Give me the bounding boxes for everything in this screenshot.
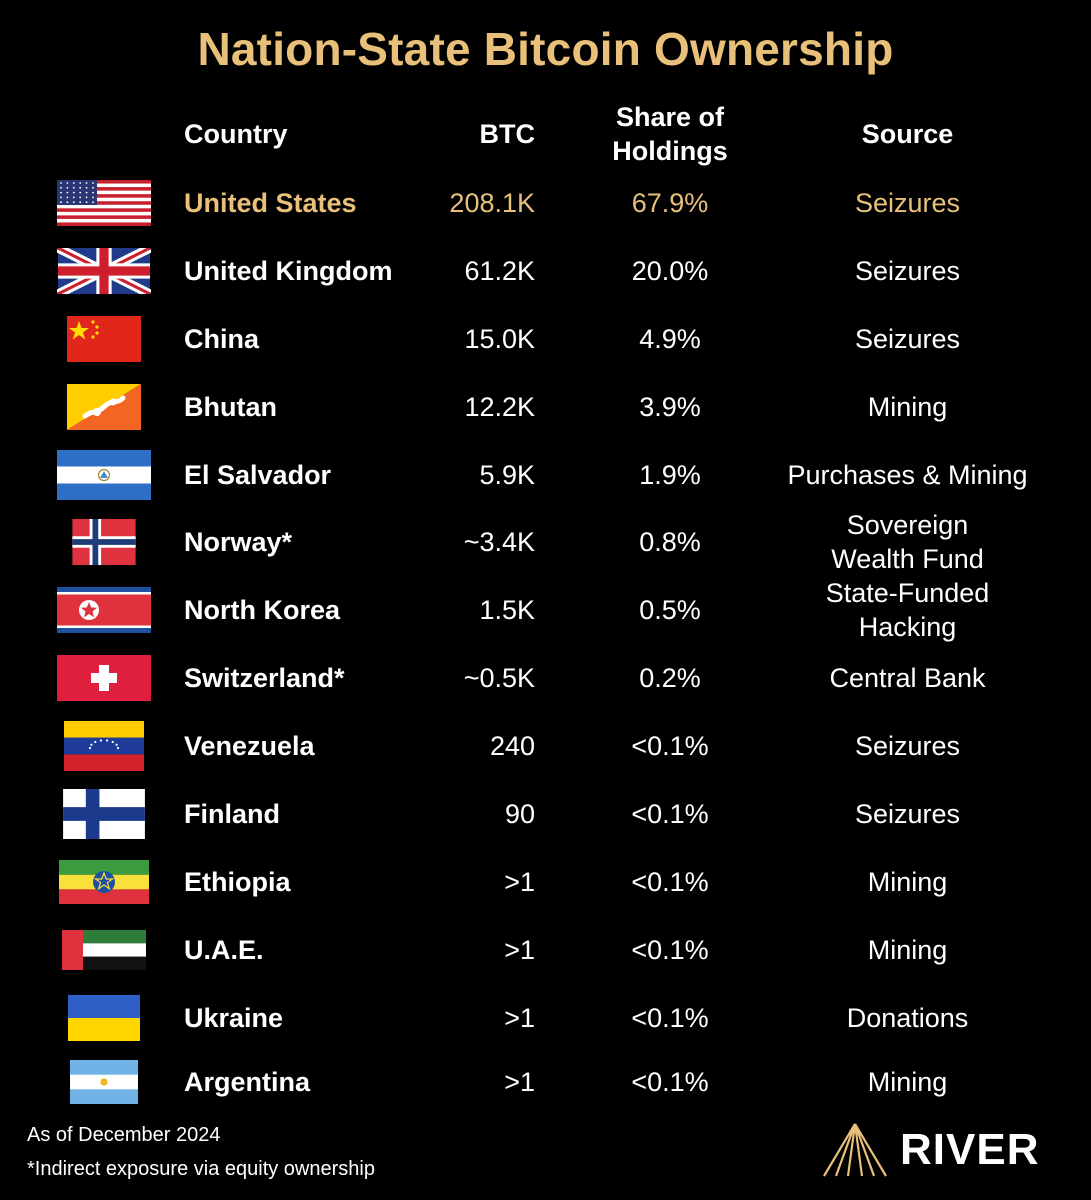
source-cell: Seizures: [854, 799, 961, 829]
table-row: Ethiopia >1 <0.1% Mining: [0, 852, 1091, 912]
country-cell: Ukraine: [184, 1003, 284, 1033]
table-row: Norway* ~3.4K 0.8% Sovereign Wealth Fund: [0, 510, 1091, 574]
el-salvador-flag-icon: [52, 445, 156, 505]
share-cell: 1.9%: [639, 460, 701, 490]
footer-date-note: As of December 2024: [27, 1124, 221, 1146]
table-row: Argentina >1 <0.1% Mining: [0, 1052, 1091, 1112]
table-row: El Salvador 5.9K 1.9% Purchases & Mining: [0, 445, 1091, 505]
norway-flag-icon: [52, 512, 156, 572]
country-cell: Bhutan: [184, 392, 277, 422]
uae-flag-icon: [52, 920, 156, 980]
share-cell: 20.0%: [631, 256, 709, 286]
header-country: Country: [184, 119, 288, 149]
country-cell: North Korea: [184, 595, 341, 625]
source-cell: Mining: [867, 867, 948, 897]
table-row: Switzerland* ~0.5K 0.2% Central Bank: [0, 648, 1091, 708]
logo-text: RIVER: [900, 1125, 1040, 1174]
finland-flag-icon: [52, 784, 156, 844]
btc-cell: >1: [504, 935, 535, 965]
table-row: United States 208.1K 67.9% Seizures: [0, 173, 1091, 233]
btc-cell: >1: [504, 1003, 535, 1033]
country-cell: U.A.E.: [184, 935, 264, 965]
source-cell: Seizures: [854, 256, 961, 286]
btc-cell: 240: [489, 731, 535, 761]
source-text: Sovereign Wealth Fund: [831, 510, 984, 574]
country-cell: Argentina: [184, 1067, 311, 1097]
table-row: United Kingdom 61.2K 20.0% Seizures: [0, 241, 1091, 301]
source-cell: Seizures: [854, 731, 961, 761]
source-cell: Purchases & Mining: [787, 460, 1028, 490]
btc-cell: 12.2K: [464, 392, 535, 422]
btc-cell: >1: [504, 867, 535, 897]
table-row: Ukraine >1 <0.1% Donations: [0, 988, 1091, 1048]
share-cell: 4.9%: [639, 324, 701, 354]
source-cell: Seizures: [854, 324, 961, 354]
ukraine-flag-icon: [52, 988, 156, 1048]
bhutan-flag-icon: [52, 377, 156, 437]
source-cell: Mining: [867, 935, 948, 965]
share-cell: <0.1%: [631, 867, 709, 897]
btc-cell: >1: [504, 1067, 535, 1097]
share-cell: <0.1%: [631, 1067, 709, 1097]
switzerland-flag-icon: [52, 648, 156, 708]
share-cell: <0.1%: [631, 935, 709, 965]
btc-cell: 208.1K: [449, 188, 535, 218]
north-korea-flag-icon: [52, 580, 156, 640]
share-cell: 0.2%: [639, 663, 701, 693]
page-title: Nation-State Bitcoin Ownership: [197, 23, 894, 75]
country-cell: Switzerland*: [184, 663, 345, 693]
china-flag-icon: [52, 309, 156, 369]
btc-cell: ~3.4K: [463, 527, 535, 557]
source-cell: Mining: [867, 1067, 948, 1097]
share-cell: 3.9%: [639, 392, 701, 422]
ethiopia-flag-icon: [52, 852, 156, 912]
argentina-flag-icon: [52, 1052, 156, 1112]
country-cell: Norway*: [184, 527, 293, 557]
header-btc: BTC: [479, 119, 536, 149]
source-cell: State-Funded Hacking: [760, 578, 1055, 642]
table-row: Venezuela 240 <0.1% Seizures: [0, 716, 1091, 776]
country-cell: Ethiopia: [184, 867, 291, 897]
table-row: Bhutan 12.2K 3.9% Mining: [0, 377, 1091, 437]
table-row: Finland 90 <0.1% Seizures: [0, 784, 1091, 844]
btc-cell: 5.9K: [479, 460, 535, 490]
source-cell: Sovereign Wealth Fund: [760, 510, 1055, 574]
btc-cell: 61.2K: [464, 256, 535, 286]
share-cell: <0.1%: [631, 799, 709, 829]
btc-cell: 1.5K: [479, 595, 535, 625]
source-cell: Mining: [867, 392, 948, 422]
source-text: State-Funded Hacking: [825, 578, 990, 642]
uk-flag-icon: [52, 241, 156, 301]
table-row: North Korea 1.5K 0.5% State-Funded Hacking: [0, 578, 1091, 642]
btc-cell: 15.0K: [464, 324, 535, 354]
header-source: Source: [861, 119, 954, 149]
river-logo: RIVER: [822, 1120, 1062, 1180]
us-flag-icon: [52, 173, 156, 233]
country-cell: China: [184, 324, 260, 354]
country-cell: Finland: [184, 799, 280, 829]
header-share: Share of Holdings: [590, 100, 750, 168]
country-cell: El Salvador: [184, 460, 332, 490]
source-cell: Seizures: [854, 188, 961, 218]
share-cell: 0.5%: [639, 595, 701, 625]
footer-equity-note: *Indirect exposure via equity ownership: [27, 1158, 375, 1180]
country-cell: United Kingdom: [184, 256, 393, 286]
source-cell: Donations: [846, 1003, 969, 1033]
header-share-text: Share of Holdings: [612, 102, 728, 166]
venezuela-flag-icon: [52, 716, 156, 776]
source-cell: Central Bank: [829, 663, 986, 693]
share-cell: 0.8%: [639, 527, 701, 557]
country-cell: Venezuela: [184, 731, 315, 761]
table-row: U.A.E. >1 <0.1% Mining: [0, 920, 1091, 980]
share-cell: 67.9%: [631, 188, 709, 218]
btc-cell: ~0.5K: [463, 663, 535, 693]
table-row: China 15.0K 4.9% Seizures: [0, 309, 1091, 369]
share-cell: <0.1%: [631, 731, 709, 761]
country-cell: United States: [184, 188, 357, 218]
river-mountain-icon: [823, 1123, 887, 1177]
btc-cell: 90: [504, 799, 535, 829]
share-cell: <0.1%: [631, 1003, 709, 1033]
